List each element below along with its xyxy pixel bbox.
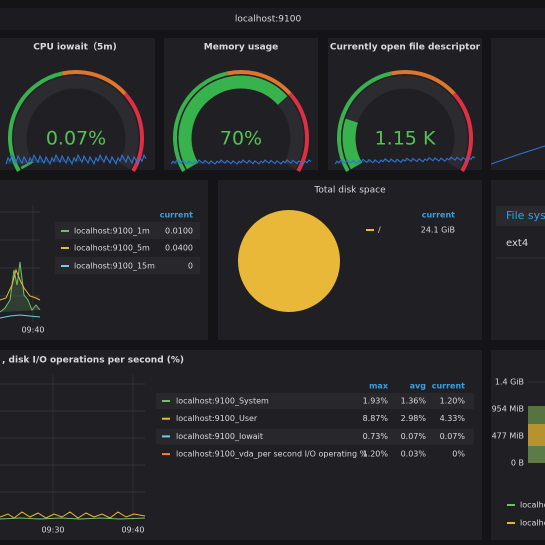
legend-value: 1.20%	[363, 450, 389, 459]
top-bar[interactable]	[0, 8, 545, 30]
legend-value: 24.1 GiB	[421, 226, 455, 235]
y-tick-label: 1.4 GiB	[495, 378, 524, 387]
legend-value: 4.33%	[440, 414, 466, 423]
legend-swatch	[366, 229, 374, 231]
legend-swatch	[162, 400, 170, 402]
gauge-threshold	[337, 71, 392, 172]
series-line	[0, 314, 41, 319]
gauge-threshold	[390, 70, 456, 96]
y-tick-label: 0 B	[511, 459, 524, 468]
gauge-track	[13, 75, 139, 170]
series-line	[0, 511, 146, 519]
legend-value: 0.07%	[401, 432, 427, 441]
legend-value: 0.03%	[401, 450, 427, 459]
legend-swatch	[61, 230, 69, 232]
legend-row[interactable]	[156, 393, 474, 409]
gauge-fill	[20, 160, 34, 170]
legend-name: localhost:9100_Iowait	[176, 432, 263, 441]
legend-header[interactable]: avg	[410, 382, 427, 391]
legend-name: localhost:9100_5m	[74, 244, 150, 253]
gauges	[5, 70, 545, 172]
legend-row[interactable]	[55, 222, 200, 239]
gauge-fill	[178, 75, 288, 170]
area	[528, 446, 545, 463]
sparkline	[334, 155, 476, 165]
legend-value: 1.93%	[363, 397, 389, 406]
legend-name: localhost:9100_vda_per second I/O operat…	[176, 450, 368, 459]
table-header-text: File sys	[506, 209, 545, 222]
series-line	[0, 268, 41, 301]
dashboard-title: localhost:9100	[235, 15, 302, 25]
sparkline	[490, 145, 545, 165]
legend-value: 0.73%	[363, 432, 389, 441]
legend-swatch	[507, 504, 515, 506]
legend-header[interactable]: current	[432, 382, 465, 391]
panel-title: , disk I/O operations per second (%)	[2, 356, 184, 366]
gauge-threshold	[452, 92, 473, 172]
legend-swatch	[162, 417, 170, 420]
series-line	[0, 261, 41, 313]
io-graph	[0, 375, 146, 520]
gauge-threshold	[61, 70, 127, 96]
legend-header[interactable]: max	[369, 382, 389, 391]
io-legend: localhost:9100_System 1.93% 1.36% 1.20%loca…	[156, 393, 474, 459]
legend-value: 0.0100	[165, 227, 193, 236]
gauge-value: 0.07%	[46, 128, 106, 150]
legend-value: 2.98%	[401, 414, 427, 423]
legend-value: 1.36%	[401, 397, 427, 406]
legend-header: current	[160, 211, 193, 220]
legend-swatch	[162, 435, 170, 438]
gauge-threshold	[226, 70, 292, 96]
gauge-value: 1.15 K	[375, 128, 436, 150]
panel-title: Currently open file descriptor	[330, 43, 481, 53]
legend-row[interactable]	[156, 428, 474, 445]
panel-title: Memory usage	[204, 43, 278, 53]
sparkline	[170, 159, 312, 165]
x-tick-label: 09:40	[21, 326, 44, 335]
panel-title: CPU iowait（5m)	[33, 42, 116, 53]
area	[528, 406, 545, 424]
table-cell: ext4	[506, 238, 528, 249]
legend-name: /	[378, 226, 381, 235]
x-tick-label: 09:30	[41, 526, 64, 535]
table-header[interactable]	[496, 206, 545, 226]
legend-swatch	[507, 522, 515, 524]
legend-value: 0%	[452, 450, 465, 459]
panel	[0, 350, 482, 540]
gauge-value: 70%	[220, 128, 262, 150]
gauge-threshold	[173, 71, 228, 172]
legend-swatch	[61, 265, 69, 267]
panel	[491, 180, 545, 340]
legend-name: localhost:9100_User	[176, 414, 258, 423]
legend-swatch	[162, 453, 170, 456]
y-tick-label: 954 MiB	[492, 405, 524, 414]
area	[528, 424, 545, 446]
legend-name: localho	[520, 501, 545, 510]
load-graph	[0, 205, 41, 322]
series-line	[0, 517, 146, 520]
gauge-fill	[342, 118, 363, 170]
legend-header: current	[422, 211, 455, 220]
legend-value: 0.07%	[440, 432, 466, 441]
panel	[491, 38, 545, 170]
legend-value: 1.20%	[440, 397, 466, 406]
gauge-threshold	[288, 92, 309, 172]
legend-name: localho	[520, 519, 545, 528]
legend-row[interactable]	[55, 257, 200, 274]
legend-name: localhost:9100_15m	[74, 262, 155, 271]
legend-swatch	[61, 247, 69, 249]
legend-value: 0.0400	[165, 244, 193, 253]
legend-name: localhost:9100_System	[176, 397, 269, 406]
legend-value: 0	[188, 262, 193, 271]
sparkline	[5, 153, 147, 166]
panel-title: Total disk space	[313, 186, 386, 196]
legend-value: 8.87%	[363, 414, 389, 423]
legend-name: localhost:9100_1m	[74, 227, 150, 236]
x-tick-label: 09:40	[121, 526, 144, 535]
pie-slice	[238, 210, 340, 312]
y-tick-label: 477 MiB	[492, 432, 524, 441]
